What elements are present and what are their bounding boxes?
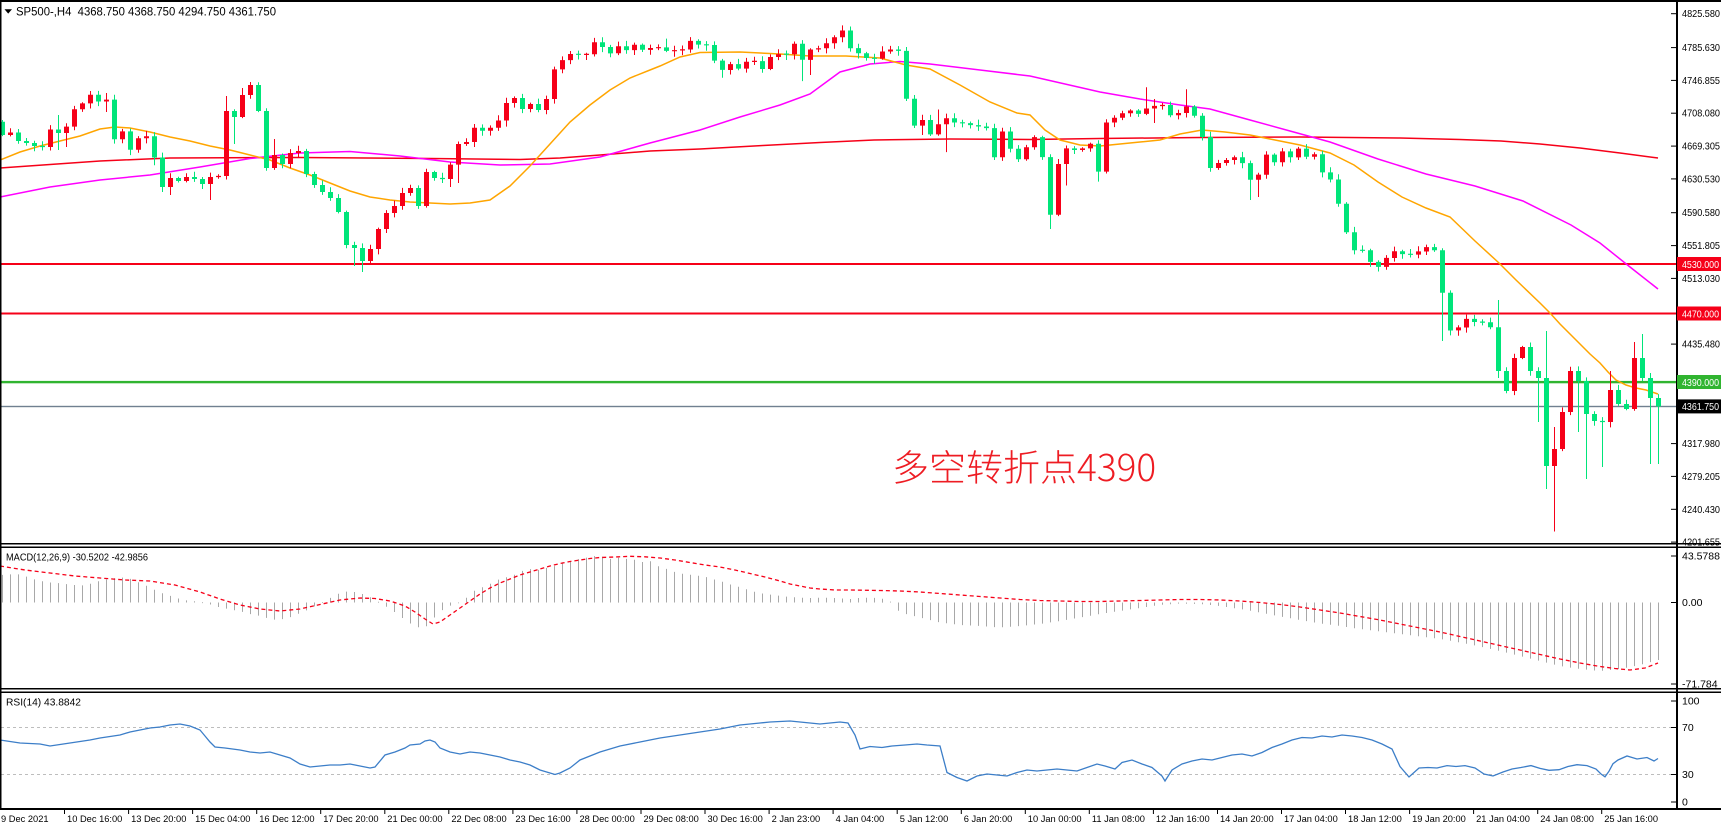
svg-text:14 Jan 20:00: 14 Jan 20:00 (1220, 814, 1274, 824)
svg-text:24 Jan 08:00: 24 Jan 08:00 (1540, 814, 1594, 824)
svg-text:6 Jan 20:00: 6 Jan 20:00 (964, 814, 1013, 824)
svg-text:30 Dec 16:00: 30 Dec 16:00 (708, 814, 763, 824)
svg-text:4669.305: 4669.305 (1682, 141, 1720, 153)
svg-text:15 Dec 04:00: 15 Dec 04:00 (195, 814, 250, 824)
svg-text:11 Jan 08:00: 11 Jan 08:00 (1092, 814, 1145, 824)
svg-text:30: 30 (1682, 769, 1694, 781)
svg-text:RSI(14) 43.8842: RSI(14) 43.8842 (6, 697, 81, 709)
svg-text:18 Jan 12:00: 18 Jan 12:00 (1348, 814, 1402, 824)
svg-text:70: 70 (1682, 722, 1694, 734)
svg-text:16 Dec 12:00: 16 Dec 12:00 (259, 814, 314, 824)
svg-text:10 Jan 00:00: 10 Jan 00:00 (1028, 814, 1082, 824)
svg-text:13 Dec 20:00: 13 Dec 20:00 (131, 814, 186, 824)
svg-text:4590.580: 4590.580 (1682, 207, 1720, 219)
svg-text:23 Dec 16:00: 23 Dec 16:00 (515, 814, 570, 824)
svg-text:4201.655: 4201.655 (1682, 537, 1720, 549)
svg-text:9 Dec 2021: 9 Dec 2021 (1, 814, 49, 824)
svg-text:SP500-,H4 4368.750 4368.750 4: SP500-,H4 4368.750 4368.750 4294.750 436… (16, 7, 276, 19)
svg-text:4279.205: 4279.205 (1682, 471, 1720, 483)
svg-text:4630.530: 4630.530 (1682, 173, 1720, 185)
svg-text:4551.805: 4551.805 (1682, 240, 1720, 252)
svg-text:0: 0 (1682, 797, 1688, 809)
svg-text:4317.980: 4317.980 (1682, 438, 1720, 450)
svg-text:4390.000: 4390.000 (1682, 377, 1719, 389)
svg-text:4785.630: 4785.630 (1682, 42, 1720, 54)
svg-text:4513.030: 4513.030 (1682, 273, 1720, 285)
svg-text:29 Dec 08:00: 29 Dec 08:00 (644, 814, 699, 824)
svg-text:2 Jan 23:00: 2 Jan 23:00 (772, 814, 821, 824)
svg-text:-71.784: -71.784 (1682, 679, 1718, 691)
svg-text:17 Jan 04:00: 17 Jan 04:00 (1284, 814, 1338, 824)
svg-text:4470.000: 4470.000 (1682, 308, 1719, 320)
svg-text:100: 100 (1682, 696, 1700, 708)
svg-text:4825.580: 4825.580 (1682, 8, 1720, 20)
svg-text:22 Dec 08:00: 22 Dec 08:00 (451, 814, 506, 824)
svg-text:MACD(12,26,9) -30.5202 -42.985: MACD(12,26,9) -30.5202 -42.9856 (6, 552, 148, 564)
svg-text:4708.080: 4708.080 (1682, 108, 1720, 120)
svg-text:0.00: 0.00 (1682, 597, 1703, 609)
svg-text:12 Jan 16:00: 12 Jan 16:00 (1156, 814, 1210, 824)
svg-text:4240.430: 4240.430 (1682, 504, 1720, 516)
svg-text:21 Dec 00:00: 21 Dec 00:00 (387, 814, 442, 824)
svg-text:21 Jan 04:00: 21 Jan 04:00 (1476, 814, 1530, 824)
svg-text:43.5788: 43.5788 (1682, 551, 1720, 563)
svg-text:10 Dec 16:00: 10 Dec 16:00 (67, 814, 122, 824)
svg-text:19 Jan 20:00: 19 Jan 20:00 (1412, 814, 1466, 824)
svg-text:4530.000: 4530.000 (1682, 259, 1719, 271)
svg-text:5 Jan 12:00: 5 Jan 12:00 (900, 814, 949, 824)
svg-text:25 Jan 16:00: 25 Jan 16:00 (1604, 814, 1658, 824)
svg-text:17 Dec 20:00: 17 Dec 20:00 (323, 814, 378, 824)
svg-text:4361.750: 4361.750 (1682, 401, 1719, 413)
svg-text:4 Jan 04:00: 4 Jan 04:00 (836, 814, 885, 824)
svg-text:28 Dec 00:00: 28 Dec 00:00 (579, 814, 634, 824)
svg-text:4746.855: 4746.855 (1682, 75, 1720, 87)
svg-text:4435.480: 4435.480 (1682, 339, 1720, 351)
